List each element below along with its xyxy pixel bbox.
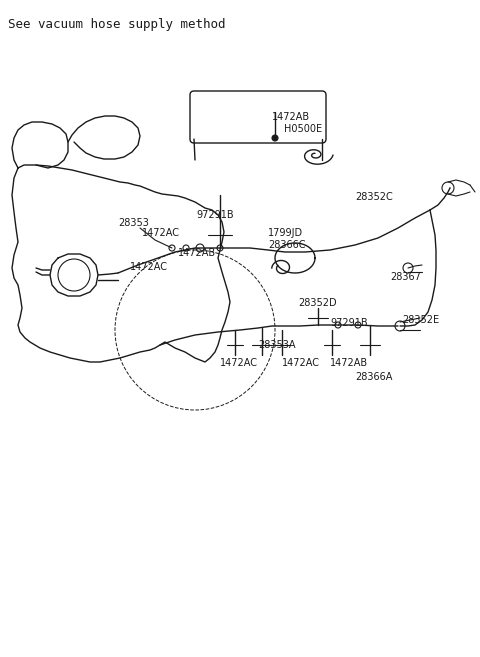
Text: 28352C: 28352C	[355, 192, 393, 202]
Text: 97291B: 97291B	[330, 318, 368, 328]
Text: 28366C: 28366C	[268, 240, 305, 250]
Text: 28366A: 28366A	[355, 372, 392, 382]
Text: 1472AC: 1472AC	[282, 358, 320, 368]
Text: H0500E: H0500E	[284, 124, 322, 134]
Text: 28353: 28353	[118, 218, 149, 228]
Circle shape	[272, 135, 278, 141]
Text: 1799JD: 1799JD	[268, 228, 303, 238]
Text: 1472AC: 1472AC	[130, 262, 168, 272]
Text: 28353A: 28353A	[258, 340, 296, 350]
Text: See vacuum hose supply method: See vacuum hose supply method	[8, 18, 226, 31]
Text: 28367: 28367	[390, 272, 421, 282]
Text: 1472AC: 1472AC	[142, 228, 180, 238]
Text: 28352D: 28352D	[298, 298, 336, 308]
Text: 28352E: 28352E	[402, 315, 439, 325]
Text: 1472AB: 1472AB	[272, 112, 310, 122]
Text: 1472AB: 1472AB	[330, 358, 368, 368]
Text: 1472AB: 1472AB	[178, 248, 216, 258]
FancyBboxPatch shape	[190, 91, 326, 143]
Text: 97291B: 97291B	[196, 210, 234, 220]
Text: 1472AC: 1472AC	[220, 358, 258, 368]
